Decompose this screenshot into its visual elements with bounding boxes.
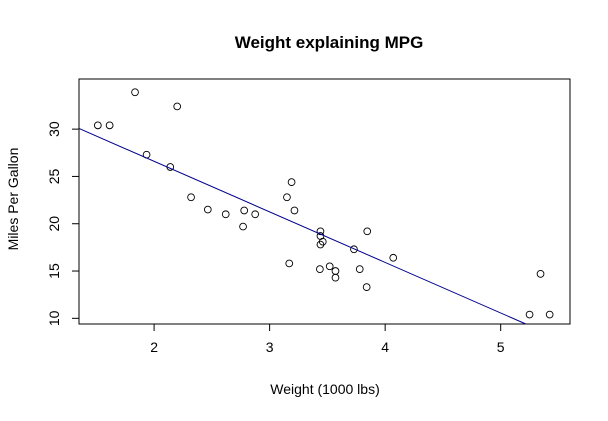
y-tick-label: 20 [46, 216, 62, 232]
y-tick-label: 15 [46, 263, 62, 279]
plot-area-frame [78, 78, 571, 325]
x-axis-label: Weight (1000 lbs) [270, 381, 379, 397]
data-point [355, 265, 364, 273]
x-tick-label: 2 [150, 339, 158, 355]
x-axis: 2 3 4 5 [150, 323, 505, 355]
regression-line-layer [78, 128, 527, 325]
data-point [389, 253, 398, 262]
data-point [283, 193, 291, 202]
y-axis: 10 15 20 25 30 [46, 121, 80, 326]
data-point [545, 310, 554, 319]
y-axis-label: Miles Per Gallon [5, 148, 21, 251]
data-point [93, 121, 102, 130]
data-point [325, 262, 334, 271]
data-point [239, 222, 247, 231]
y-tick-label: 30 [46, 121, 62, 137]
data-point [173, 102, 182, 111]
data-point [287, 178, 296, 186]
data-point [331, 273, 340, 282]
data-point [221, 210, 230, 219]
data-point [285, 259, 294, 268]
y-tick-label: 10 [46, 310, 62, 326]
data-point [331, 267, 340, 275]
data-point [316, 265, 324, 273]
data-point [131, 88, 139, 97]
data-point [105, 121, 114, 130]
data-point [525, 310, 534, 319]
data-point [536, 270, 545, 278]
y-tick-label: 25 [46, 168, 62, 184]
x-tick-label: 4 [381, 339, 389, 355]
data-point [316, 227, 325, 236]
x-tick-label: 3 [266, 339, 274, 355]
data-point [350, 245, 358, 254]
data-point [362, 283, 371, 291]
data-point [363, 227, 372, 236]
regression-line [78, 128, 527, 325]
data-point [290, 206, 299, 215]
data-point [251, 210, 260, 219]
data-point [187, 193, 195, 202]
data-point [240, 206, 249, 215]
chart-title: Weight explaining MPG [235, 33, 424, 52]
data-point [316, 240, 325, 249]
data-point [203, 205, 212, 214]
x-tick-label: 5 [497, 339, 505, 355]
data-points [93, 88, 554, 319]
